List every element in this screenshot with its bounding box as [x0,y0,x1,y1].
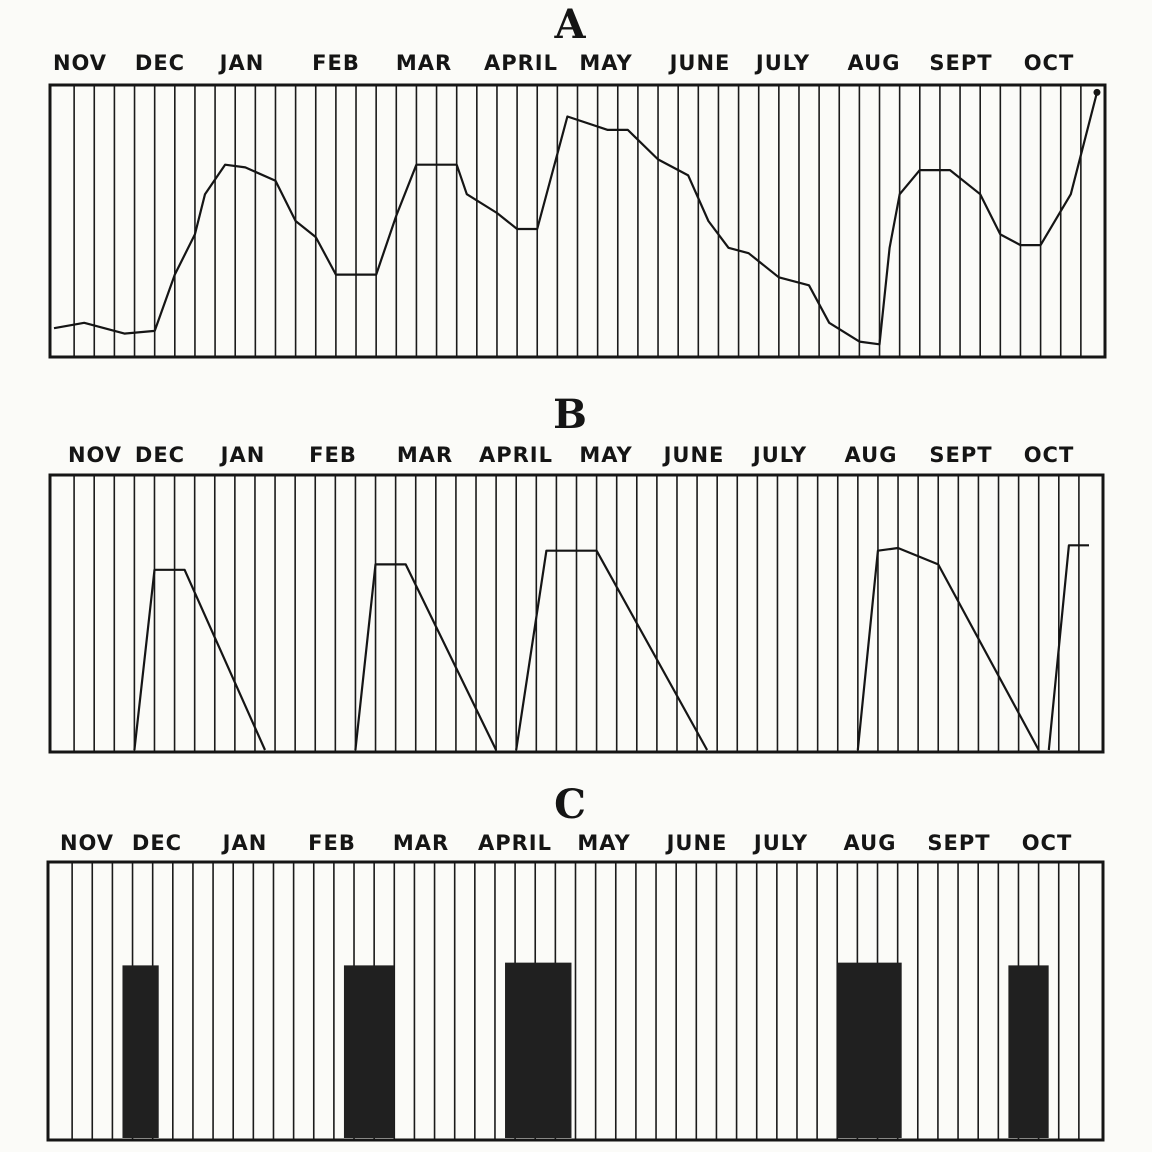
month-label-july: JULY [754,51,810,75]
series-endpoint-marker [1093,88,1101,96]
month-label-oct: OCT [1024,51,1075,75]
month-label-feb: FEB [309,443,357,467]
month-label-dec: DEC [135,443,185,467]
month-label-oct: OCT [1024,443,1075,467]
month-label-aug: AUG [848,51,901,75]
panel-title-C: C [554,781,586,828]
month-label-mar: MAR [396,51,452,75]
month-label-jan: JAN [218,51,265,75]
panel-title-A: A [553,1,586,48]
month-label-dec: DEC [135,51,185,75]
series-line-a-1 [53,92,1099,346]
series-line-b-2 [354,563,498,751]
month-label-june: JUNE [668,51,731,75]
bar-1 [122,965,159,1138]
month-label-aug: AUG [844,831,897,855]
panel-title-B: B [553,391,587,438]
month-label-april: APRIL [484,51,558,75]
month-label-april: APRIL [478,831,552,855]
month-label-sept: SEPT [929,51,992,75]
month-label-july: JULY [751,443,807,467]
month-label-aug: AUG [845,443,898,467]
month-label-nov: NOV [53,51,107,75]
series-line-b-4 [856,546,1040,751]
bar-5 [1008,965,1049,1138]
series-line-b-5 [1047,544,1089,751]
month-label-mar: MAR [397,443,453,467]
month-label-dec: DEC [132,831,182,855]
series-line-b-3 [515,549,709,751]
month-label-jan: JAN [221,831,268,855]
month-label-feb: FEB [312,51,360,75]
month-label-june: JUNE [665,831,728,855]
month-label-jan: JAN [219,443,266,467]
bar-4 [837,962,902,1138]
month-label-april: APRIL [479,443,553,467]
panel-frame-b [48,473,1105,754]
month-label-mar: MAR [393,831,449,855]
month-label-sept: SEPT [927,831,990,855]
bar-3 [505,962,572,1138]
month-label-may: MAY [579,51,632,75]
month-label-july: JULY [752,831,808,855]
month-label-nov: NOV [60,831,114,855]
bar-2 [343,965,395,1138]
series-line-b-1 [133,568,267,751]
month-label-may: MAY [577,831,630,855]
panel-frame-a [48,83,1107,359]
month-label-sept: SEPT [929,443,992,467]
month-label-oct: OCT [1022,831,1073,855]
month-label-may: MAY [579,443,632,467]
month-label-nov: NOV [68,443,122,467]
panel-frame-c [46,860,1105,1142]
month-label-june: JUNE [662,443,725,467]
month-label-feb: FEB [308,831,356,855]
